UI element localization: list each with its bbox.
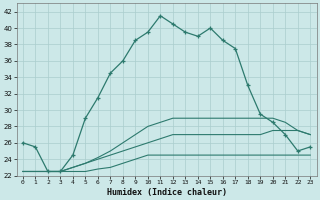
X-axis label: Humidex (Indice chaleur): Humidex (Indice chaleur) xyxy=(107,188,227,197)
